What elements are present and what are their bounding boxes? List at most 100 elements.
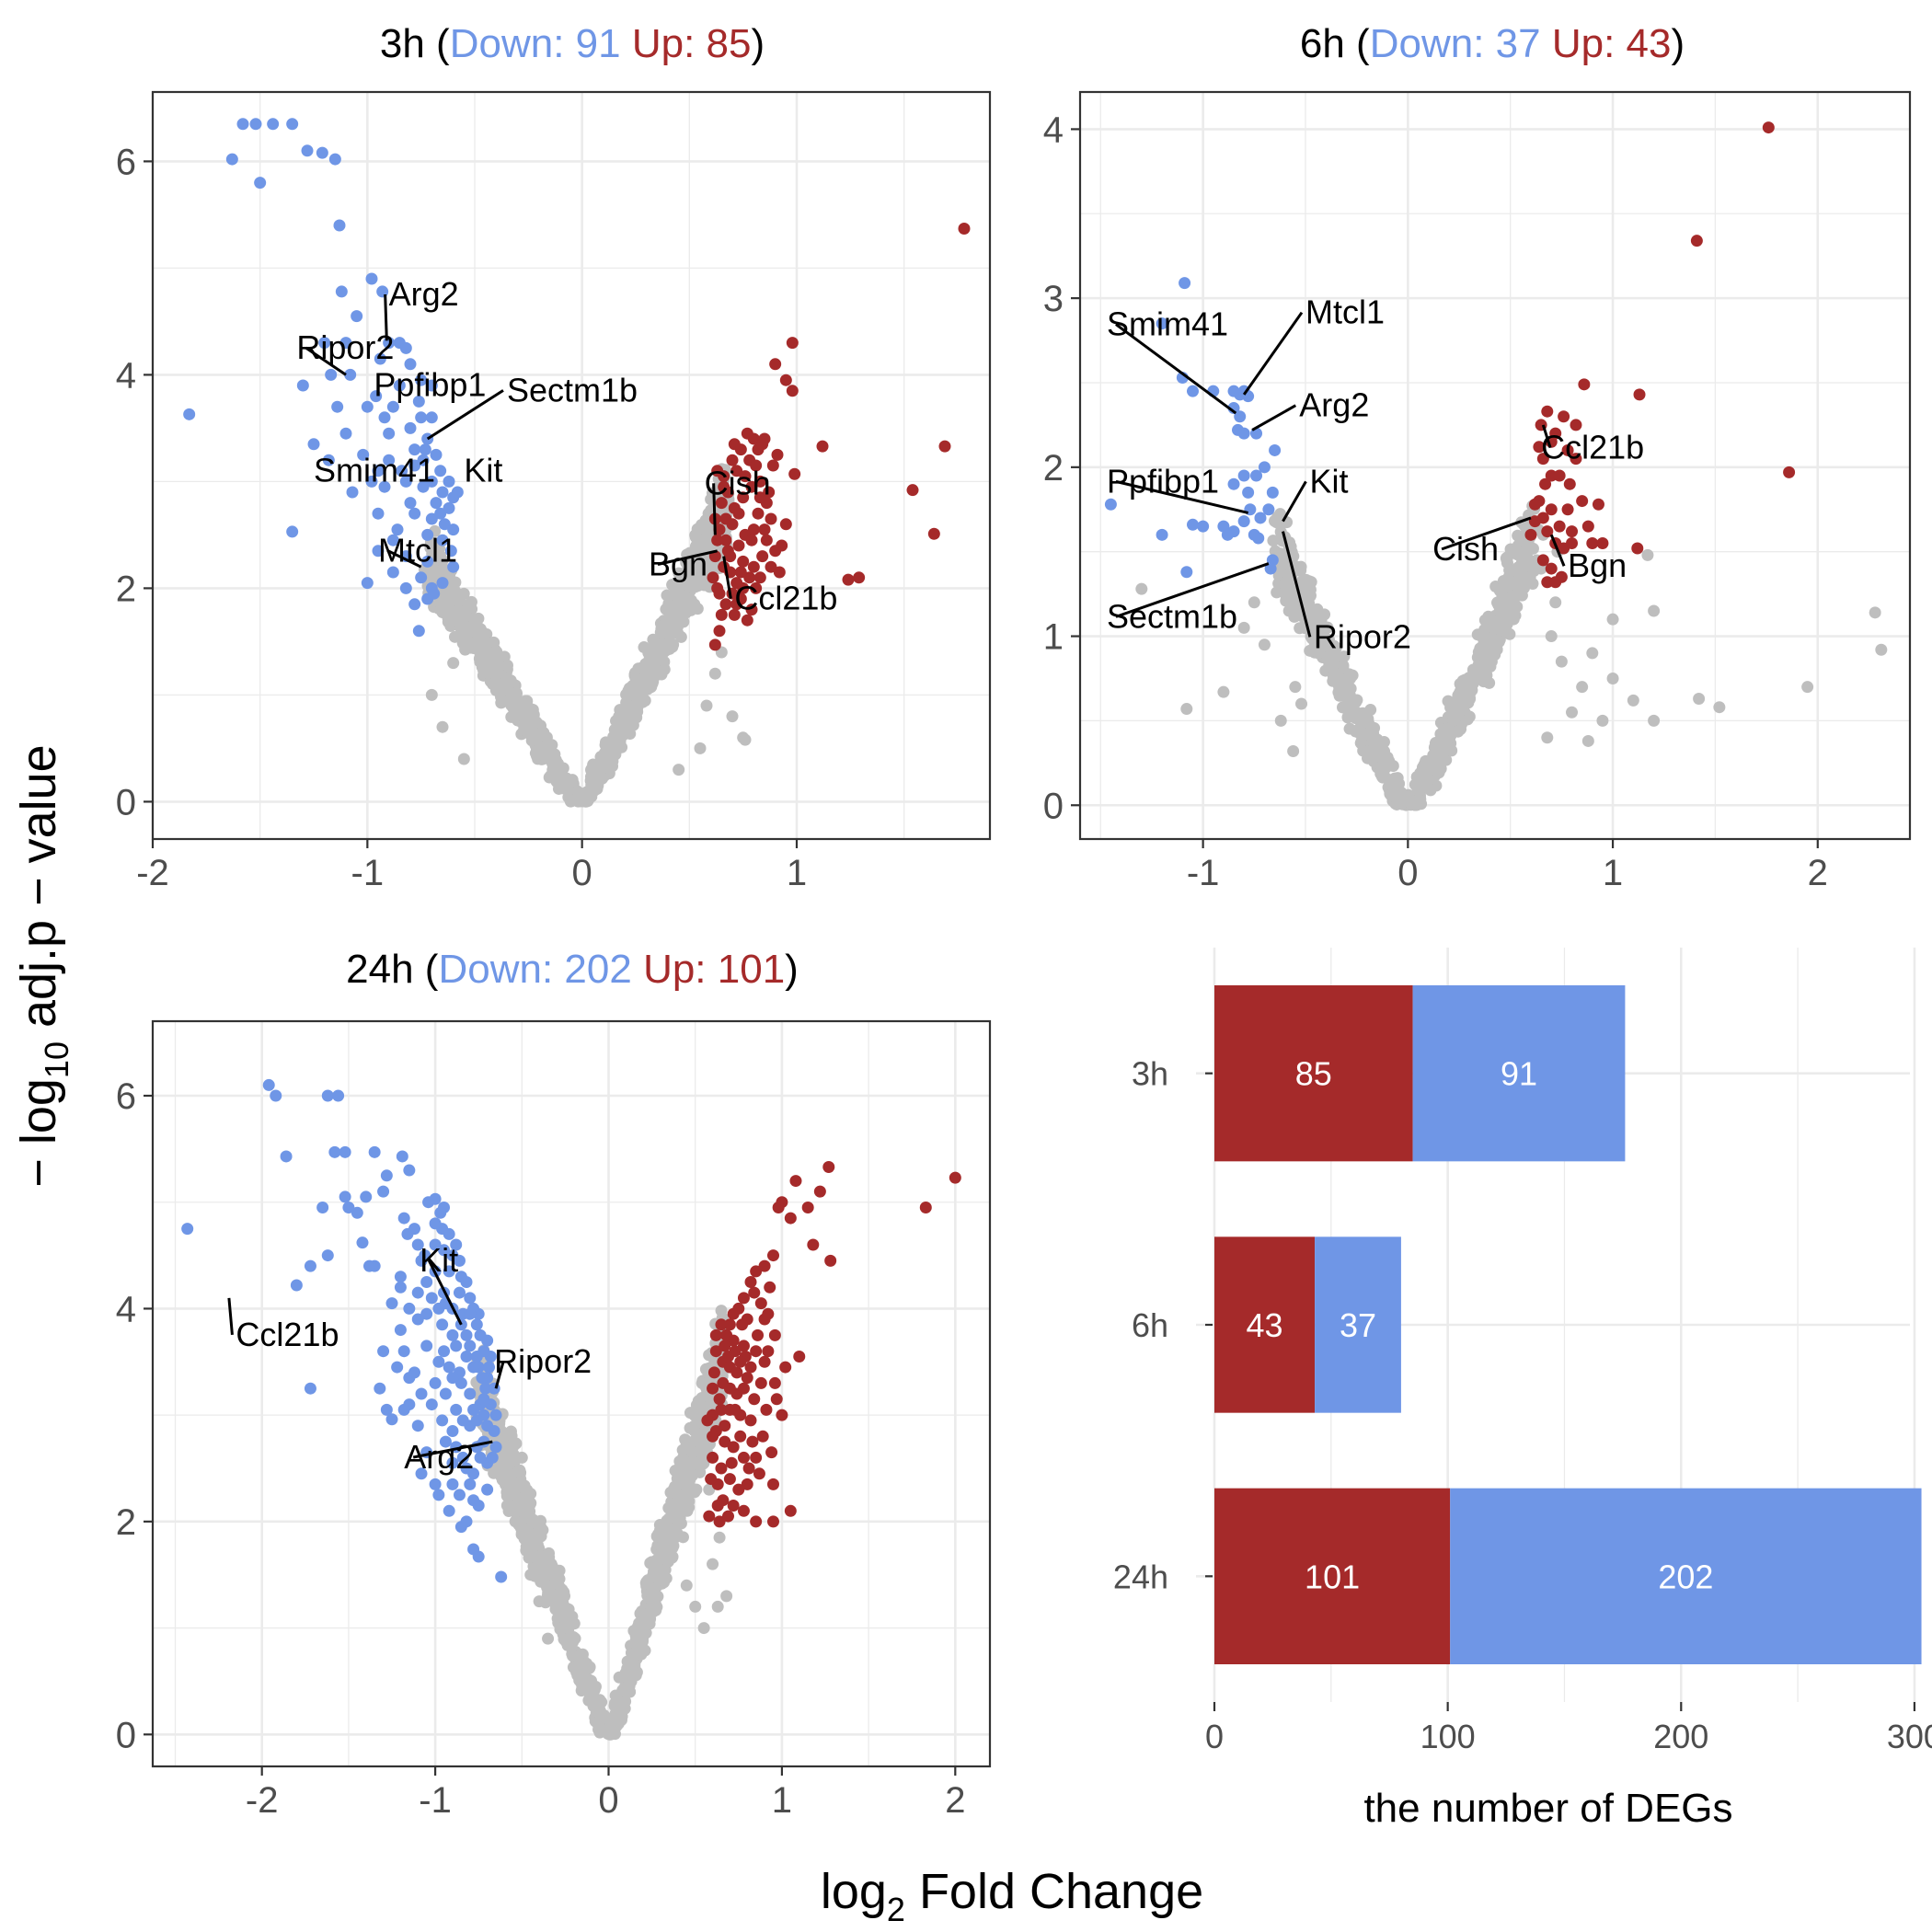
down-regulated-point (225, 153, 238, 166)
up-regulated-point (784, 1212, 797, 1225)
up-regulated-point (730, 465, 743, 477)
down-regulated-point (376, 285, 389, 298)
y-tick-label: 3 (1043, 279, 1064, 319)
up-regulated-point (703, 1510, 716, 1523)
ns-point (480, 650, 493, 662)
ns-point (509, 1515, 522, 1528)
up-regulated-point (707, 1430, 719, 1443)
up-regulated-point (1545, 562, 1558, 575)
up-regulated-point (747, 523, 760, 536)
down-regulated-point (456, 1414, 469, 1427)
ns-point (1555, 655, 1568, 668)
ns-point (604, 1728, 616, 1741)
panel-6h-title-time: 6h (1300, 21, 1345, 66)
down-regulated-point (464, 1478, 477, 1490)
down-regulated-point (446, 1372, 459, 1385)
ns-point (696, 518, 708, 531)
ns-point (436, 563, 449, 576)
up-regulated-point (766, 1478, 779, 1490)
down-regulated-point (399, 475, 412, 488)
up-regulated-point (756, 438, 769, 451)
ns-point (654, 1571, 667, 1584)
ns-point (1334, 682, 1347, 695)
down-regulated-point (377, 1185, 390, 1198)
ns-point (1288, 594, 1301, 607)
gene-label: Mtcl1 (1305, 293, 1385, 331)
gene-label-connector (494, 1361, 505, 1389)
ns-point (726, 710, 739, 723)
down-regulated-point (328, 1145, 341, 1158)
up-regulated-point (711, 1500, 724, 1512)
down-regulated-point (1266, 486, 1279, 499)
down-regulated-point (339, 337, 352, 350)
up-regulated-point (776, 1409, 788, 1421)
y-tick-label: 4 (116, 1289, 136, 1329)
down-regulated-point (443, 475, 455, 488)
down-regulated-point (447, 560, 460, 573)
down-regulated-point (421, 555, 434, 568)
down-regulated-point (425, 475, 438, 488)
down-regulated-point (419, 1249, 431, 1262)
shared-ylabel-log: − log (11, 1078, 66, 1188)
bar-value-label: 85 (1295, 1055, 1332, 1093)
ns-point (1289, 681, 1302, 694)
down-regulated-point (318, 337, 331, 350)
up-regulated-point (786, 337, 799, 350)
bar-value-label: 37 (1340, 1306, 1376, 1344)
down-regulated-point (450, 1340, 463, 1352)
down-regulated-point (430, 448, 443, 461)
ns-point (689, 529, 702, 542)
down-regulated-point (385, 1297, 398, 1310)
down-regulated-point (453, 1254, 466, 1267)
down-regulated-point (339, 1190, 351, 1203)
down-regulated-point (1197, 520, 1210, 533)
up-regulated-point (742, 1462, 755, 1475)
gene-label: Ripor2 (1314, 617, 1411, 655)
down-regulated-point (444, 545, 457, 558)
ns-point (1429, 740, 1442, 753)
ns-point (533, 1595, 546, 1608)
x-tick-label: 0 (1397, 853, 1418, 893)
panel-3h-title-down: Down: 91 (450, 21, 621, 66)
down-regulated-point (304, 1259, 316, 1272)
ns-point (537, 726, 550, 739)
up-regulated-point (707, 571, 719, 584)
down-regulated-point (434, 465, 447, 477)
down-regulated-point (429, 1238, 442, 1251)
up-regulated-point (711, 581, 724, 594)
ns-point (1424, 784, 1437, 797)
ns-point (700, 699, 713, 712)
down-regulated-point (436, 534, 449, 546)
down-regulated-point (425, 411, 438, 424)
up-regulated-point (1545, 469, 1558, 482)
ns-point (633, 1616, 646, 1629)
down-regulated-point (408, 507, 421, 520)
up-regulated-point (745, 604, 758, 616)
up-regulated-point (715, 497, 728, 510)
ns-point (524, 1569, 537, 1581)
up-regulated-point (750, 581, 763, 594)
up-regulated-point (713, 1393, 726, 1406)
panel-3h-title: 3h (Down: 91 Up: 85) (380, 21, 765, 66)
up-regulated-point (906, 484, 919, 497)
up-regulated-point (727, 1334, 740, 1347)
up-regulated-point (741, 614, 753, 627)
up-regulated-point (1566, 525, 1579, 538)
down-regulated-point (396, 1150, 408, 1163)
ns-point (1596, 714, 1609, 727)
ns-point (644, 1557, 657, 1570)
ns-point (1606, 672, 1619, 684)
up-regulated-point (753, 491, 766, 504)
ns-point (1648, 714, 1661, 727)
up-regulated-point (765, 1446, 778, 1459)
up-regulated-point (1545, 503, 1558, 516)
bar-down-6h (1315, 1236, 1401, 1413)
ns-point (1512, 572, 1525, 585)
down-regulated-point (399, 581, 412, 594)
ns-point (513, 1464, 526, 1477)
ns-point (1503, 627, 1516, 640)
up-regulated-point (764, 1281, 776, 1294)
x-tick-label: 1 (772, 1780, 792, 1821)
ns-point (1313, 646, 1326, 659)
